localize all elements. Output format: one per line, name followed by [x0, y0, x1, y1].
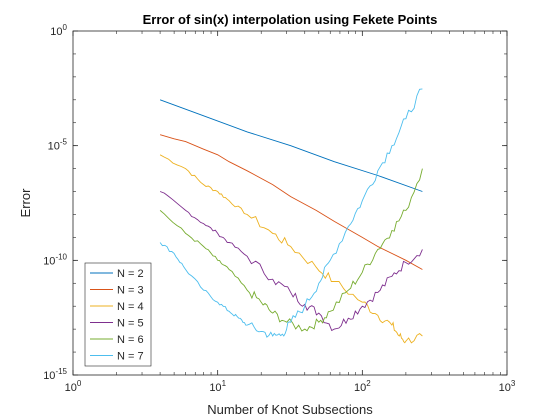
series-line-4 — [159, 191, 423, 332]
plot-frame — [72, 30, 508, 376]
legend: N = 2 N = 3 N = 4 N = 5 N = 6 N = 7 — [84, 262, 152, 367]
x-tick-label: 102 — [354, 379, 371, 394]
legend-entry: N = 4 — [117, 301, 144, 313]
series-line-5 — [159, 168, 423, 332]
tick-layer: 100 101 102 103 100 10-5 10-10 10-15 — [43, 23, 516, 394]
legend-entry: N = 7 — [117, 351, 144, 363]
legend-entry: N = 3 — [117, 285, 144, 297]
x-axis-label: Number of Knot Subsections — [207, 402, 373, 417]
x-tick-label: 101 — [209, 379, 226, 394]
series-layer — [159, 88, 423, 344]
y-tick-label: 10-10 — [43, 252, 67, 267]
legend-box — [84, 262, 152, 367]
y-tick-label: 100 — [50, 23, 67, 38]
legend-entry: N = 2 — [117, 268, 144, 280]
y-tick-label: 10-5 — [48, 138, 68, 153]
x-tick-label: 100 — [65, 379, 82, 394]
legend-entry: N = 6 — [117, 334, 144, 346]
series-line-2 — [159, 134, 423, 270]
y-tick-label: 10-15 — [43, 367, 67, 382]
series-line-6 — [159, 88, 423, 338]
chart-title: Error of sin(x) interpolation using Feke… — [143, 12, 438, 27]
series-line-3 — [159, 154, 423, 344]
x-tick-label: 103 — [499, 379, 516, 394]
series-line-1 — [159, 99, 423, 192]
legend-entry: N = 5 — [117, 318, 144, 330]
y-axis-label: Error — [18, 188, 33, 218]
